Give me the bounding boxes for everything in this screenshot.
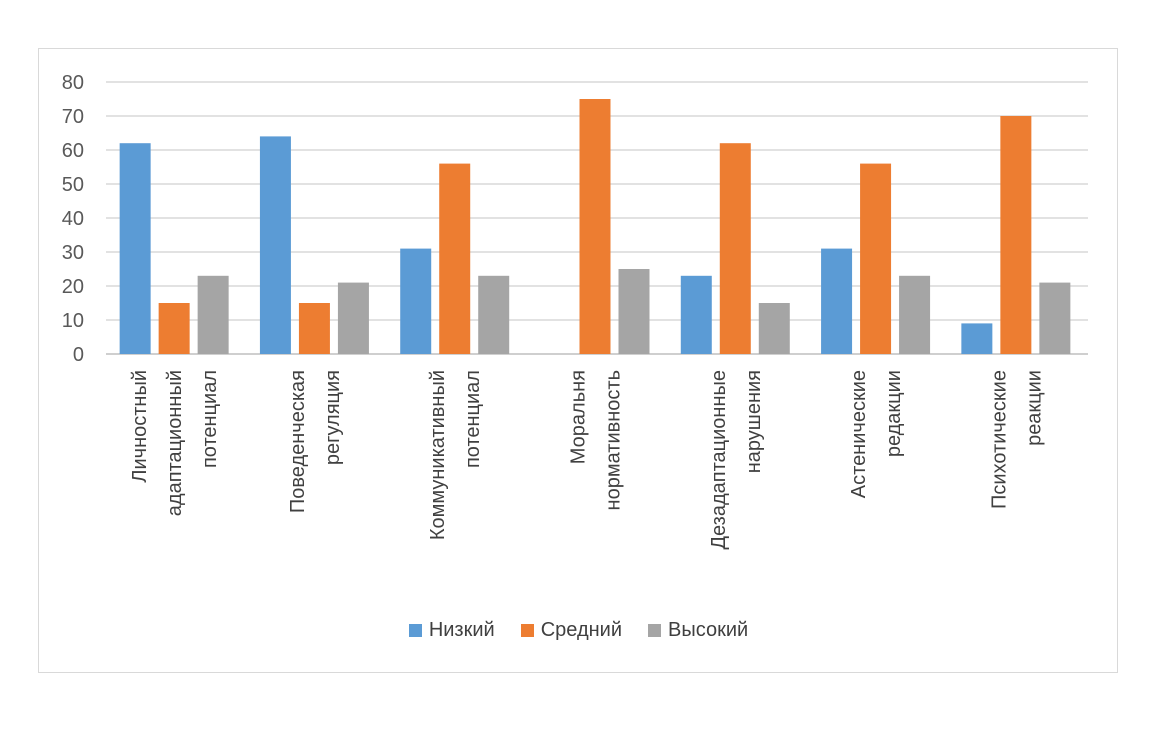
category-label-line: редакции xyxy=(883,370,905,457)
category-label-line: регуляция xyxy=(322,370,344,465)
y-axis-tick-labels: 0 10 20 30 40 50 60 70 80 xyxy=(62,72,84,366)
bar-высокий xyxy=(197,275,229,354)
category-label-line: потенциал xyxy=(199,370,221,468)
y-tick-label: 0 xyxy=(73,344,84,366)
bar-средний xyxy=(860,163,892,354)
category-labels: Личностный адаптационный потенциал Поведенч… xyxy=(129,370,1045,550)
bar-средний xyxy=(719,143,751,354)
y-tick-label: 40 xyxy=(62,208,84,230)
bar-средний xyxy=(439,163,471,354)
category-label-line: Психотические xyxy=(988,370,1010,509)
legend-item: Низкий xyxy=(408,619,495,642)
category-label: Психотические реакции xyxy=(988,370,1045,509)
category-label-line: адаптационный xyxy=(164,370,186,516)
bars xyxy=(119,99,1071,354)
bar-низкий xyxy=(821,248,853,354)
category-label: Коммуникативный потенциал xyxy=(427,370,484,540)
bar-высокий xyxy=(618,269,650,354)
category-label-line: Моральня xyxy=(568,370,590,464)
category-label-line: реакции xyxy=(1023,370,1045,446)
y-tick-label: 20 xyxy=(62,276,84,298)
category-label: Поведенческая регуляция xyxy=(287,370,344,513)
legend-label: Низкий xyxy=(428,619,495,641)
legend: Низкий Средний Высокий xyxy=(0,619,1157,642)
category-label: Моральня нормативность xyxy=(568,370,625,510)
chart-frame xyxy=(38,48,1118,673)
bar-низкий xyxy=(680,275,712,354)
legend-swatch xyxy=(648,624,662,637)
bar-средний xyxy=(1000,116,1032,354)
legend-item: Высокий xyxy=(648,619,748,642)
bar-высокий xyxy=(1039,282,1071,354)
y-tick-label: 30 xyxy=(62,242,84,264)
bar-низкий xyxy=(259,136,291,354)
category-label-line: потенциал xyxy=(462,370,484,468)
bar-низкий xyxy=(961,323,993,354)
category-label-line: Астенические xyxy=(848,370,870,498)
y-tick-label: 80 xyxy=(62,72,84,94)
bar-высокий xyxy=(478,275,510,354)
category-label-line: Дезадаптационные xyxy=(708,370,730,550)
category-label-line: нарушения xyxy=(743,370,765,473)
bar-высокий xyxy=(758,303,790,354)
bar-высокий xyxy=(337,282,369,354)
y-tick-label: 60 xyxy=(62,140,84,162)
y-tick-label: 50 xyxy=(62,174,84,196)
y-tick-label: 70 xyxy=(62,106,84,128)
bar-низкий xyxy=(400,248,432,354)
category-label-line: Личностный xyxy=(129,370,151,483)
bar-низкий xyxy=(119,143,151,354)
bar-высокий xyxy=(899,275,931,354)
legend-label: Высокий xyxy=(668,619,749,641)
y-tick-label: 10 xyxy=(62,310,84,332)
legend-label: Средний xyxy=(540,619,623,641)
category-label: Астенические редакции xyxy=(848,370,905,498)
category-label: Дезадаптационные нарушения xyxy=(708,370,765,550)
bar-средний xyxy=(158,303,190,354)
legend-item: Средний xyxy=(520,619,623,642)
bar-средний xyxy=(579,99,611,354)
category-label-line: Коммуникативный xyxy=(427,370,449,540)
category-label-line: Поведенческая xyxy=(287,370,309,513)
legend-swatch xyxy=(520,624,534,637)
category-label: Личностный адаптационный потенциал xyxy=(129,370,221,516)
category-label-line: нормативность xyxy=(603,370,625,510)
bar-средний xyxy=(298,303,330,354)
legend-swatch xyxy=(408,624,422,637)
